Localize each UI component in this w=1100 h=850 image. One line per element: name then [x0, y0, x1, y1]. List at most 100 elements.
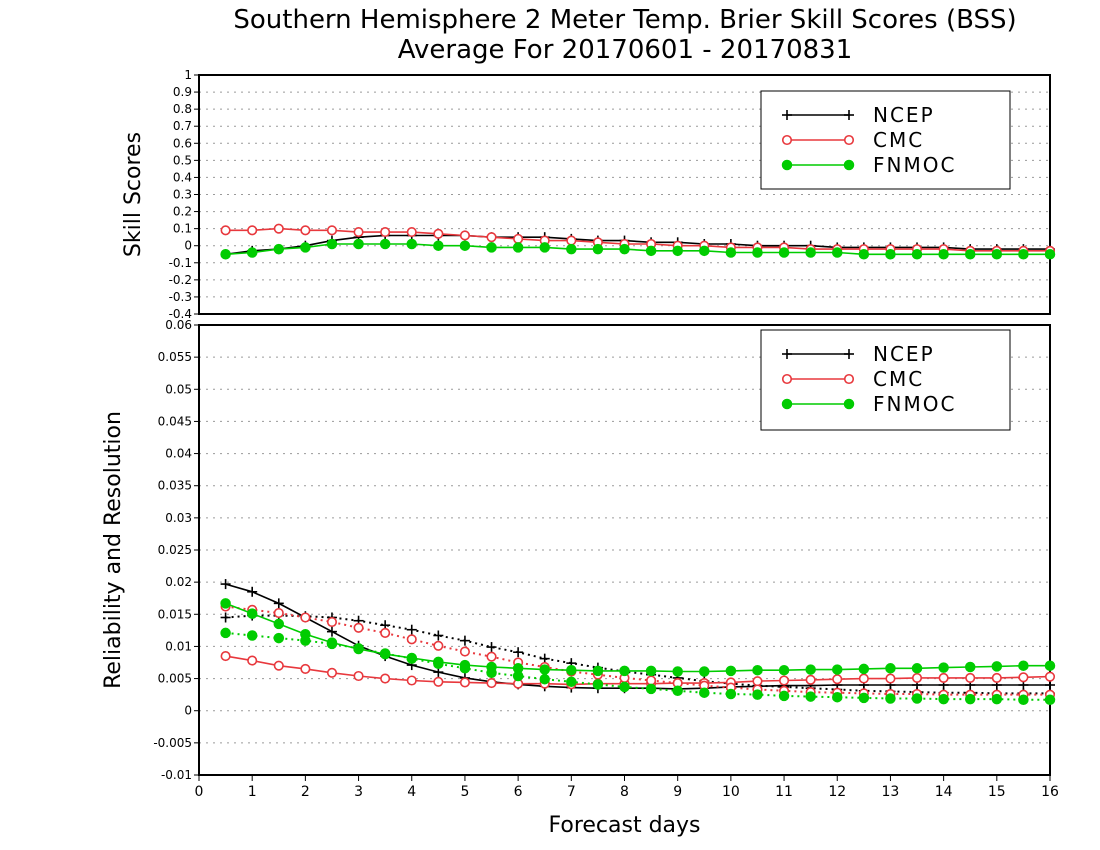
data-point — [539, 242, 550, 253]
data-point — [1018, 660, 1029, 671]
data-point — [725, 247, 737, 258]
legend-entry-fnmoc: FNMOC — [781, 153, 954, 177]
series-line — [225, 605, 1050, 696]
data-point — [486, 232, 497, 243]
data-point — [991, 661, 1003, 672]
skill-ytick-label: 0.2 — [173, 205, 192, 219]
legend-entry-cmc: CMC — [781, 367, 924, 391]
data-point — [619, 681, 630, 693]
data-point — [433, 240, 444, 251]
data-point — [672, 666, 683, 677]
data-point — [326, 616, 338, 628]
legend-entry-fnmoc: FNMOC — [781, 392, 954, 416]
data-point — [220, 579, 231, 590]
series-line — [225, 614, 1050, 695]
data-point — [539, 673, 550, 685]
relres-panel: 0.060.0550.050.0450.040.0350.030.0250.02… — [101, 318, 1059, 838]
data-point — [326, 225, 338, 236]
data-point — [273, 243, 285, 255]
legend-marker — [781, 373, 793, 385]
data-point — [513, 233, 524, 244]
skill-y-axis-label: Skill Scores — [121, 132, 146, 257]
skill-series-fnmoc — [220, 238, 1056, 260]
relres-ytick-label: 0.05 — [165, 382, 192, 396]
data-point — [778, 247, 790, 258]
data-point — [592, 665, 604, 677]
data-point — [406, 634, 417, 645]
relres-ytick-label: 0.06 — [165, 318, 192, 332]
skill-ytick-label: -0.4 — [169, 307, 192, 321]
data-point — [619, 665, 630, 677]
data-point — [273, 660, 284, 671]
data-point — [326, 667, 338, 678]
data-point — [486, 667, 497, 679]
relres-series-fnmoc-resolution — [220, 598, 1056, 677]
relres-xtick-label: 6 — [514, 784, 523, 800]
data-point — [805, 674, 816, 685]
data-point — [672, 245, 683, 257]
data-point — [699, 245, 710, 257]
data-point — [353, 227, 364, 238]
data-point — [353, 238, 364, 250]
data-point — [885, 249, 896, 260]
data-point — [858, 692, 870, 704]
data-point — [858, 249, 870, 260]
skill-ytick-label: -0.1 — [169, 256, 192, 270]
data-point — [220, 249, 231, 260]
legend-marker — [782, 110, 792, 120]
legend-label: CMC — [873, 367, 924, 391]
skill-ytick-label: 0.1 — [173, 222, 192, 236]
data-point — [220, 612, 231, 623]
relres-ytick-label: 0.03 — [165, 511, 192, 525]
legend-marker — [781, 398, 793, 410]
relres-xtick-label: 0 — [195, 784, 204, 800]
legend-marker — [781, 159, 793, 171]
data-point — [273, 607, 284, 619]
legend-label: NCEP — [873, 342, 935, 366]
data-point — [247, 655, 258, 666]
relres-xtick-label: 4 — [407, 784, 416, 800]
data-point — [220, 225, 231, 236]
chart-title-line2: Average For 20170601 - 20170831 — [398, 35, 853, 65]
relres-xtick-label: 14 — [935, 784, 953, 800]
legend-marker — [844, 110, 854, 120]
skill-ytick-label: 0.9 — [173, 85, 192, 99]
data-point — [911, 663, 923, 674]
data-point — [300, 225, 311, 236]
skill-panel: 1 0.9 0.8 0.7 0.6 0.5 0.4 0.3 0.2 0.1 0 -0.1 -0.2 -0.… — [121, 68, 1056, 321]
skill-ytick-label: 0.3 — [173, 188, 192, 202]
relres-ytick-label: 0.035 — [158, 479, 192, 493]
data-point — [433, 676, 444, 687]
data-point — [273, 223, 284, 234]
data-point — [885, 693, 896, 704]
legend-marker — [843, 159, 855, 171]
relres-xtick-label: 16 — [1041, 784, 1059, 800]
data-point — [566, 243, 577, 255]
data-point — [247, 586, 258, 597]
relres-plot-frame — [198, 324, 1051, 776]
series-line — [225, 602, 1050, 673]
data-point — [406, 624, 417, 635]
relres-xtick-label: 15 — [988, 784, 1006, 800]
data-point — [300, 663, 311, 674]
data-point — [1018, 249, 1029, 260]
data-point — [406, 238, 417, 250]
data-point — [300, 635, 311, 646]
data-point — [699, 666, 710, 677]
data-point — [1044, 671, 1056, 682]
data-point — [459, 646, 470, 657]
relres-series-fnmoc-reliability — [220, 627, 1056, 706]
data-point — [645, 683, 657, 695]
data-point — [964, 249, 976, 260]
data-point — [832, 674, 843, 685]
data-point — [353, 670, 364, 682]
data-point — [592, 679, 604, 690]
relres-xtick-label: 13 — [882, 784, 900, 800]
data-point — [300, 612, 311, 623]
chart-title-line1: Southern Hemisphere 2 Meter Temp. Brier … — [233, 5, 1016, 35]
data-point — [246, 247, 258, 258]
data-point — [1044, 249, 1056, 260]
data-point — [1044, 660, 1056, 671]
data-point — [885, 673, 896, 684]
